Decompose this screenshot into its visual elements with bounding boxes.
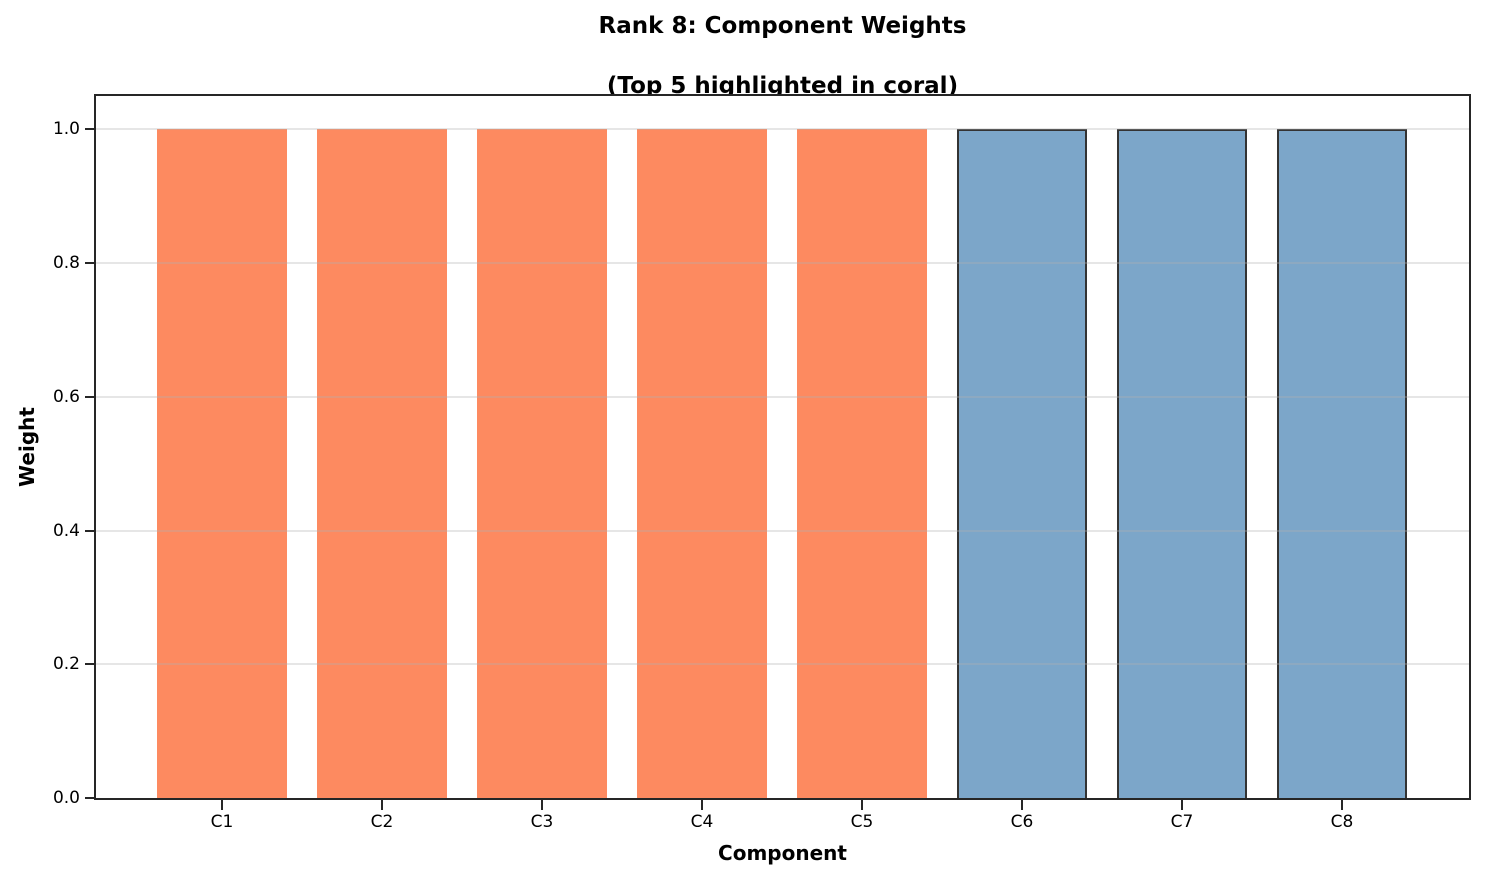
plot-area [94,94,1471,800]
gridline-y-0.4 [96,529,1469,532]
y-tick-mark-0.8 [85,262,94,265]
x-tick-label-c6: C6 [1010,812,1034,832]
x-tick-label-c1: C1 [210,812,234,832]
bar-c7 [1117,129,1247,798]
y-tick-mark-0.2 [85,663,94,666]
x-tick-label-c7: C7 [1170,812,1194,832]
x-tick-label-c4: C4 [690,812,714,832]
gridline-y-0.6 [96,395,1469,398]
y-tick-label-0.8: 0.8 [52,253,80,274]
x-tick-label-c8: C8 [1330,812,1354,832]
y-tick-label-0.6: 0.6 [52,386,80,407]
bar-c8 [1277,129,1407,798]
x-tick-label-c3: C3 [530,812,554,832]
x-tick-mark-c2 [381,800,383,810]
bar-c5 [797,129,927,798]
y-tick-mark-0.4 [85,529,94,532]
y-tick-mark-1 [85,128,94,131]
chart-title-line1: Rank 8: Component Weights [598,13,967,39]
bar-c3 [477,129,607,798]
bar-c6 [957,129,1087,798]
bar-c4 [637,129,767,798]
bar-c2 [317,129,447,798]
x-tick-mark-c1 [221,800,223,810]
x-tick-mark-c5 [861,800,863,810]
gridline-y-0.8 [96,262,1469,265]
bar-c1 [157,129,287,798]
y-tick-label-0: 0.0 [52,788,80,808]
x-tick-mark-c4 [701,800,703,810]
gridline-y-1 [96,128,1469,131]
x-tick-mark-c3 [541,800,543,810]
y-tick-label-0.2: 0.2 [52,654,80,675]
x-tick-mark-c8 [1341,800,1343,810]
y-tick-mark-0 [85,797,94,799]
x-tick-mark-c6 [1021,800,1023,810]
y-tick-label-1: 1.0 [52,119,80,140]
x-tick-mark-c7 [1181,800,1183,810]
chart-title: Rank 8: Component Weights (Top 5 highlig… [95,11,1470,101]
y-tick-mark-0.6 [85,395,94,398]
y-tick-label-0.4: 0.4 [52,520,80,541]
x-tick-label-c5: C5 [850,812,874,832]
y-axis-label: Weight [15,407,39,487]
x-tick-label-c2: C2 [370,812,394,832]
x-axis-label: Component [718,841,847,865]
gridline-y-0.2 [96,663,1469,666]
